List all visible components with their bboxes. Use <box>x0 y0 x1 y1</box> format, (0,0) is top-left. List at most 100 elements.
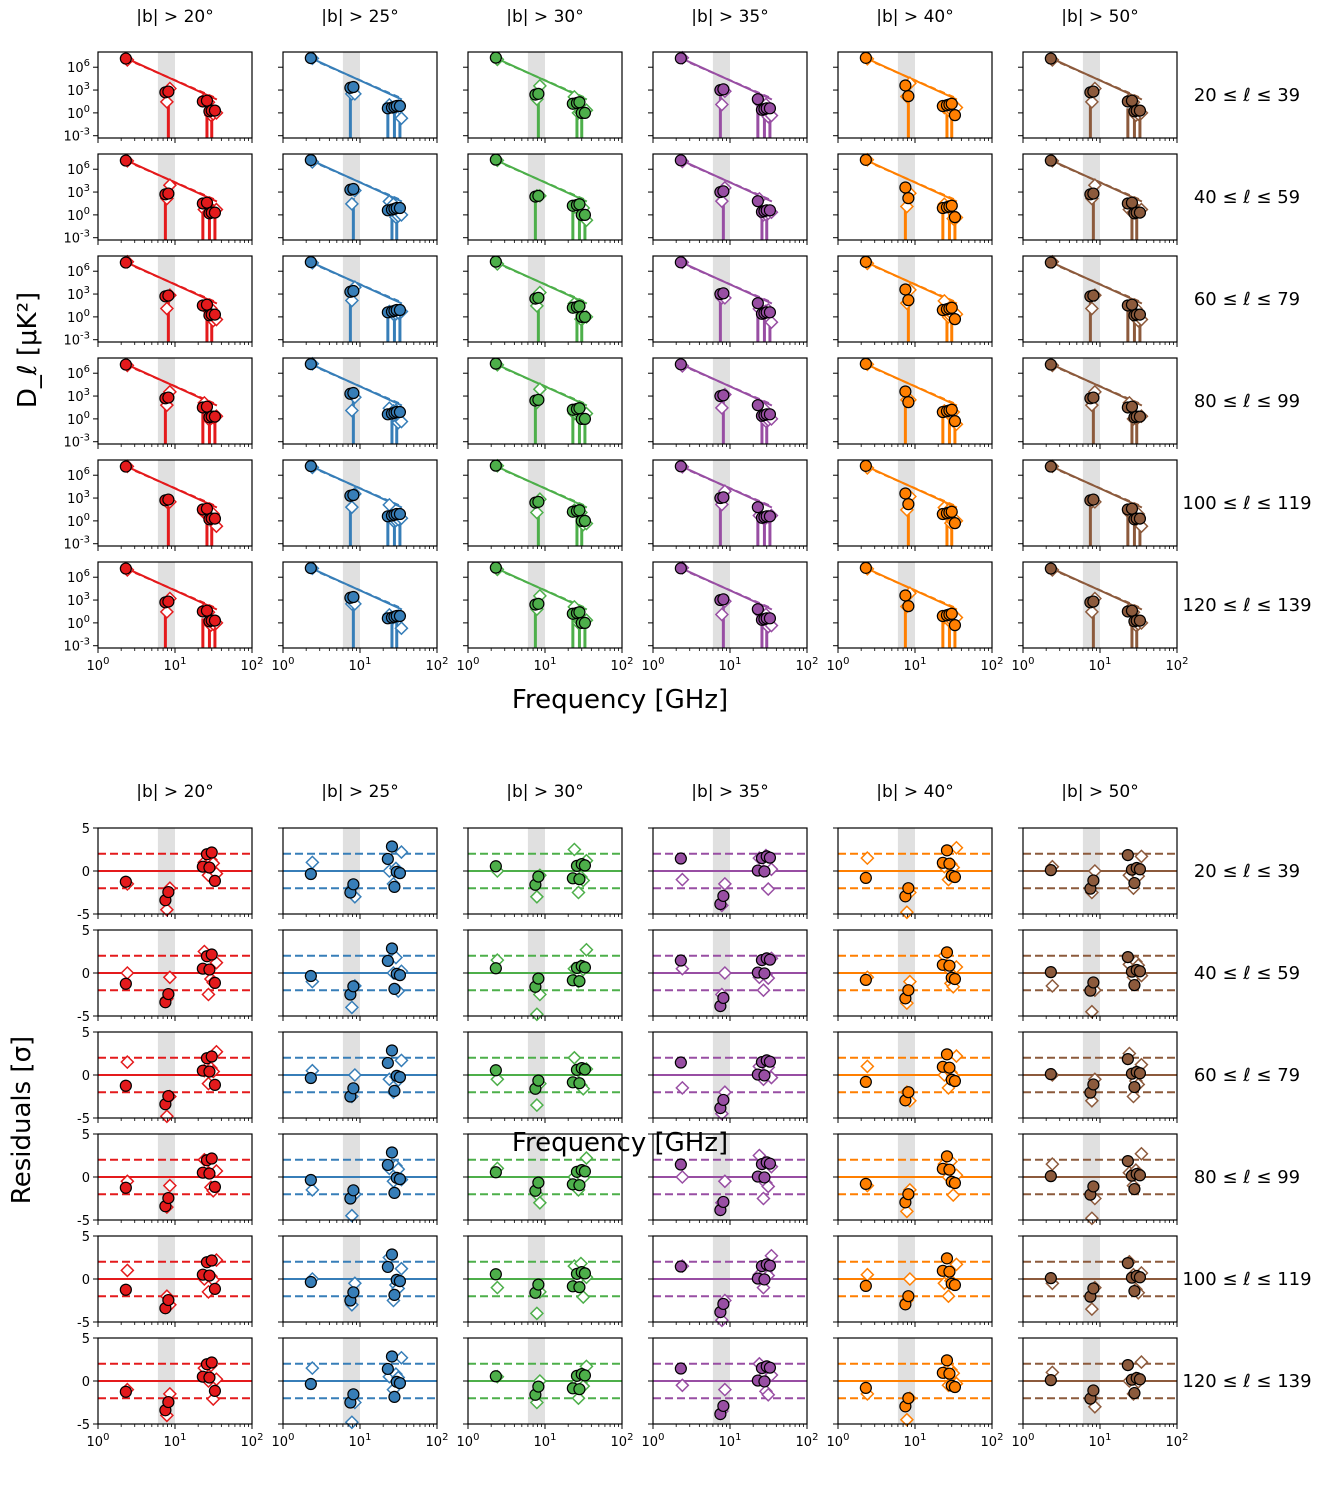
data-residual-point <box>1087 874 1100 887</box>
model-residual-point <box>162 970 177 985</box>
data-point <box>1087 391 1100 404</box>
model-dashed-line <box>495 363 588 406</box>
x-tick-label: 101 <box>1089 656 1112 674</box>
model-point <box>1084 604 1099 619</box>
panel: 106 103 100 10-3 <box>63 51 253 145</box>
model-dashed-line <box>1050 159 1143 202</box>
panel <box>833 255 993 347</box>
model-dashed-line <box>310 159 403 202</box>
data-residual-point <box>388 1288 401 1302</box>
data-residual-point <box>717 889 730 903</box>
data-residual-point <box>763 1361 777 1374</box>
y-tick-label: 0 <box>82 967 90 982</box>
data-point <box>532 597 545 610</box>
model-point <box>394 621 409 636</box>
data-point <box>945 607 958 620</box>
data-residual-point <box>162 1293 175 1307</box>
data-point <box>1044 154 1057 167</box>
data-point <box>578 310 592 323</box>
model-point <box>394 111 409 126</box>
y-tick-label: 10-3 <box>63 637 90 655</box>
x-tick-label: 100 <box>642 656 665 674</box>
x-tick-label: 102 <box>611 1432 634 1450</box>
y-tick-label: 5 <box>82 1230 90 1245</box>
data-residual-point <box>1128 876 1141 890</box>
data-residual-point <box>489 1370 502 1383</box>
data-residual-point <box>304 1173 317 1187</box>
y-tick-label: 106 <box>67 58 90 76</box>
row-label: 80 ≤ ℓ ≤ 99 <box>1194 391 1300 412</box>
x-tick-label: 101 <box>719 656 742 674</box>
data-residual-point <box>1133 863 1147 876</box>
data-residual-point <box>347 1184 360 1197</box>
x-tick-label: 100 <box>272 1432 295 1450</box>
panel: 100 101 102 <box>642 1337 819 1450</box>
data-residual-point <box>304 1377 317 1391</box>
data-point <box>1133 104 1147 117</box>
panel <box>833 357 993 449</box>
x-tick-label: 101 <box>719 1432 742 1450</box>
model-dashed-line <box>125 57 218 100</box>
model-point <box>764 315 779 330</box>
data-point <box>200 604 214 617</box>
panel <box>278 459 438 551</box>
data-point <box>347 590 360 604</box>
model-residual-point <box>344 1415 359 1430</box>
data-residual-point <box>859 1177 872 1190</box>
data-point <box>751 399 764 412</box>
y-tick-label: 5 <box>82 1128 90 1143</box>
data-residual-point <box>208 976 222 989</box>
model-residual-point <box>1084 1004 1099 1019</box>
panel <box>648 1031 808 1123</box>
model-residual-point <box>1045 1157 1060 1172</box>
x-tick-label: 100 <box>272 656 295 674</box>
model-residual-point <box>756 983 771 998</box>
data-point <box>200 400 214 413</box>
model-residual-point <box>120 1263 135 1278</box>
data-point <box>578 514 592 527</box>
data-residual-point <box>1133 965 1147 978</box>
model-residual-point <box>675 1169 690 1185</box>
data-point <box>200 94 214 107</box>
model-residual-point <box>388 950 403 965</box>
data-point <box>717 491 730 504</box>
data-point <box>763 408 777 421</box>
x-tick-label: 101 <box>534 1432 557 1450</box>
data-point <box>945 403 958 416</box>
data-residual-point <box>1044 1374 1057 1387</box>
bottom-x-axis-label: Frequency [GHz] <box>512 1128 728 1158</box>
x-tick-label: 102 <box>796 1432 819 1450</box>
data-point <box>1125 604 1139 617</box>
data-point <box>119 154 132 167</box>
data-residual-point <box>347 1388 360 1401</box>
panel <box>463 153 623 245</box>
panel <box>463 458 623 551</box>
model-residual-point <box>344 1208 359 1223</box>
data-point <box>573 402 586 415</box>
panel <box>463 1031 623 1123</box>
data-residual-point <box>347 980 360 993</box>
data-residual-point <box>1128 978 1141 992</box>
data-residual-point <box>902 1392 915 1405</box>
model-point <box>344 196 359 211</box>
data-residual-point <box>940 1252 954 1265</box>
y-tick-label: 100 <box>67 308 90 326</box>
x-tick-label: 102 <box>611 656 634 674</box>
panel <box>648 153 808 245</box>
data-residual-point <box>532 1380 545 1393</box>
data-point <box>751 603 764 616</box>
data-residual-point <box>203 963 216 976</box>
data-residual-point <box>388 1084 401 1098</box>
data-point <box>1044 52 1057 65</box>
panel: 100 101 102 <box>272 561 448 674</box>
data-point <box>1125 400 1139 413</box>
data-point <box>578 412 592 425</box>
data-residual-point <box>1133 1271 1147 1284</box>
data-point <box>717 185 730 198</box>
data-residual-point <box>573 1281 586 1294</box>
model-residual-point <box>305 1361 320 1376</box>
panel <box>833 1235 993 1327</box>
data-residual-point <box>948 972 962 986</box>
data-point <box>902 498 915 511</box>
data-point <box>674 562 687 575</box>
